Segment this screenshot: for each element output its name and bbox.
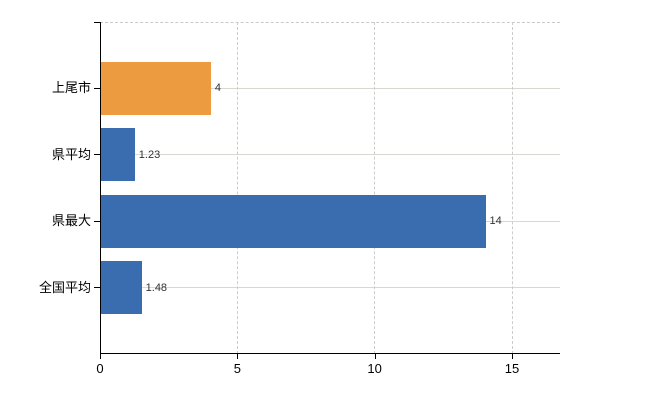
plot-area: 4 1.23 14 1.48 bbox=[94, 22, 560, 359]
category-label: 県最大 bbox=[51, 213, 91, 229]
y-axis-top-tick bbox=[94, 22, 100, 23]
y-axis-line bbox=[100, 22, 101, 354]
x-tick-label: 15 bbox=[504, 361, 520, 376]
x-tick bbox=[237, 354, 239, 359]
y-tick bbox=[94, 154, 100, 156]
x-tick-label: 0 bbox=[96, 361, 104, 376]
y-tick bbox=[94, 287, 100, 289]
category-label: 全国平均 bbox=[38, 279, 91, 295]
x-tick-label: 10 bbox=[367, 361, 382, 376]
h-gridline bbox=[101, 87, 560, 89]
y-tick bbox=[94, 87, 100, 89]
bar bbox=[101, 61, 211, 115]
x-tick bbox=[374, 354, 376, 359]
category-label: 県平均 bbox=[51, 146, 91, 162]
v-gridline bbox=[511, 22, 513, 354]
h-gridline bbox=[101, 154, 560, 156]
bar bbox=[101, 194, 486, 248]
bar-value-label: 1.48 bbox=[145, 281, 168, 294]
bar bbox=[101, 128, 135, 182]
plot-top-border bbox=[100, 22, 560, 23]
x-tick bbox=[512, 354, 513, 359]
h-gridline bbox=[101, 287, 560, 289]
bar-value-label: 4 bbox=[214, 82, 221, 95]
x-tick bbox=[100, 354, 101, 359]
bar-value-label: 1.23 bbox=[138, 148, 161, 161]
x-axis-line bbox=[100, 353, 560, 354]
bar-value-label: 14 bbox=[489, 215, 502, 228]
v-gridline bbox=[236, 22, 238, 354]
v-gridline bbox=[374, 22, 376, 354]
x-tick-label: 5 bbox=[233, 361, 241, 376]
y-tick bbox=[94, 220, 100, 222]
category-label: 上尾市 bbox=[51, 80, 91, 96]
bar bbox=[101, 261, 142, 315]
